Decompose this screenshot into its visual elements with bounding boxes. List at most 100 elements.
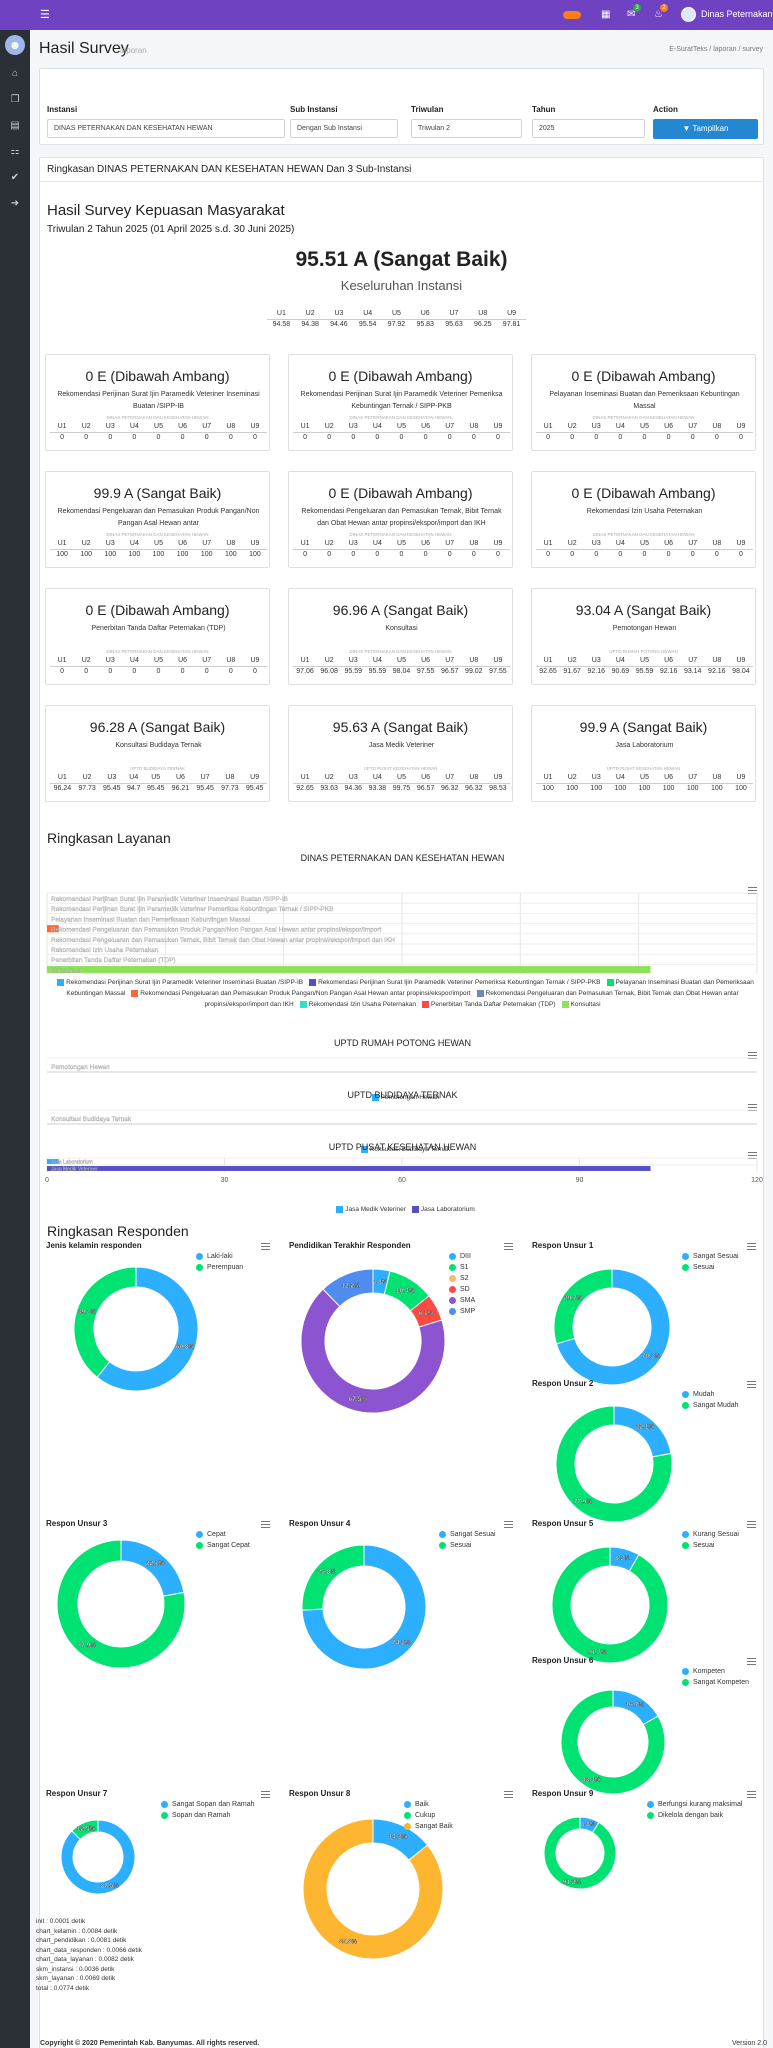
sitemap-icon[interactable]: ⚏ xyxy=(10,146,20,157)
legend-item[interactable]: Jasa Laboratorium xyxy=(406,1205,475,1213)
legend-item[interactable]: Sesuai xyxy=(682,1262,739,1273)
status-pill[interactable] xyxy=(563,11,581,19)
legend-item[interactable]: SMA xyxy=(449,1295,475,1306)
unsur-header-u7: U7 xyxy=(439,308,469,320)
check-icon[interactable]: ✔ xyxy=(10,172,20,183)
triwulan-select[interactable]: Triwulan 2 xyxy=(411,119,522,138)
chart-menu-icon[interactable] xyxy=(504,1243,513,1250)
legend-item[interactable]: Sangat Sesuai xyxy=(682,1251,739,1262)
chart-title: Respon Unsur 8 xyxy=(289,1789,351,1798)
unsur-header-u4: U4 xyxy=(365,421,390,433)
legend-item[interactable]: Konsultasi xyxy=(556,1000,601,1008)
service-box: 0 E (Dibawah Ambang) Pelayanan Inseminasi… xyxy=(531,354,756,451)
chart-menu-icon[interactable] xyxy=(504,1521,513,1528)
unsur-header-u3: U3 xyxy=(98,421,123,433)
unsur-value: 91.67 xyxy=(563,668,581,676)
legend-item[interactable]: Cukup xyxy=(404,1810,453,1821)
legend-item[interactable]: SD xyxy=(449,1284,475,1295)
logout-icon[interactable]: ➜ xyxy=(10,198,20,209)
instansi-select[interactable]: DINAS PETERNAKAN DAN KESEHATAN HEWAN xyxy=(47,119,285,138)
legend-item[interactable]: Sangat Mudah xyxy=(682,1400,739,1411)
timing-item: chart_kelamin : 0.0084 detik xyxy=(36,1927,142,1937)
legend-item[interactable]: Sopan dan Ramah xyxy=(161,1810,255,1821)
unsur-header-u9: U9 xyxy=(728,421,753,433)
legend-item[interactable]: Sangat Kompeten xyxy=(682,1677,749,1688)
home-icon[interactable]: ⌂ xyxy=(11,68,19,79)
unsur-value-row: 0 0 0 0 0 0 0 0 0 xyxy=(50,432,267,443)
chart-menu-icon[interactable] xyxy=(747,1658,756,1665)
legend-item[interactable]: Kurang Sesuai xyxy=(682,1529,739,1540)
legend-item[interactable]: Jasa Medik Veteriner xyxy=(330,1205,406,1213)
legend-item[interactable]: Laki-laki xyxy=(196,1251,243,1262)
unsur-header-u7: U7 xyxy=(680,655,705,667)
legend-item[interactable]: Sangat Sesuai xyxy=(439,1529,496,1540)
chart-title: Pendidikan Terakhir Responden xyxy=(289,1241,411,1250)
chart-menu-icon[interactable] xyxy=(747,1381,756,1388)
legend-item[interactable]: S2 xyxy=(449,1273,475,1284)
service-box: 93.04 A (Sangat Baik) Pemotongan Hewan UPT… xyxy=(531,588,756,685)
legend-item[interactable]: DIII xyxy=(449,1251,475,1262)
timing-item: total : 0.0774 detik xyxy=(36,1984,142,1994)
legend-item[interactable]: Sangat Cepat xyxy=(196,1540,250,1551)
user-avatar[interactable] xyxy=(681,7,696,22)
service-unsur-table: U1 U2 U3 U4 U5 U6 U7 U8 U9 0 0 0 0 0 0 0 0 0 xyxy=(50,421,267,443)
legend-item[interactable]: Sangat Baik xyxy=(404,1821,453,1832)
chart-menu-icon[interactable] xyxy=(747,1243,756,1250)
chart-menu-icon[interactable] xyxy=(747,1791,756,1798)
legend-item[interactable]: Kompeten xyxy=(682,1666,749,1677)
unsur-header-u7: U7 xyxy=(437,772,462,784)
legend-swatch xyxy=(682,1401,689,1409)
unsur-value: 97.81 xyxy=(502,321,521,329)
legend-item[interactable]: SMP xyxy=(449,1306,475,1317)
legend-item[interactable]: Sangat Sopan dan Ramah xyxy=(161,1799,255,1810)
legend-item[interactable]: Berfungsi kurang maksimal xyxy=(647,1799,742,1810)
chart-menu-icon[interactable] xyxy=(261,1791,270,1798)
tahun-input[interactable]: 2025 xyxy=(532,119,645,138)
legend-item[interactable]: Perempuan xyxy=(196,1262,243,1273)
legend-item[interactable]: Konsultasi Budidaya Ternak xyxy=(355,1145,450,1153)
legend-item[interactable]: Sesuai xyxy=(439,1540,496,1551)
legend-item[interactable]: Rekomendasi Izin Usaha Peternakan xyxy=(294,1000,416,1008)
legend-item[interactable]: Rekomendasi Perijinan Surat Ijin Paramed… xyxy=(51,978,303,986)
donut-svg: 14.2% 85.8% xyxy=(302,1818,444,1960)
service-instansi: DINAS PETERNAKAN DAN KESEHATAN HEWAN xyxy=(349,415,452,420)
chat-icon[interactable]: ▦ xyxy=(601,9,611,20)
pie-legend: DIII S1 S2 SD SMA SMP xyxy=(449,1251,475,1317)
overall-unsur-table: U1 U2 U3 U4 U5 U6 U7 U8 U9 94.58 94.38 94.46 95.54 97… xyxy=(267,308,526,330)
tampilkan-button[interactable]: ▼ Tampilkan xyxy=(653,119,758,139)
legend-item[interactable]: S1 xyxy=(449,1262,475,1273)
hamburger-menu-icon[interactable]: ☰ xyxy=(40,9,50,21)
legend-item[interactable]: Sesuai xyxy=(682,1540,739,1551)
category-label: Rekomendasi Perijinan Surat Ijin Paramed… xyxy=(51,906,333,913)
chart-menu-icon[interactable] xyxy=(261,1243,270,1250)
legend-item[interactable]: Rekomendasi Pengeluaran dan Pemasukan Te… xyxy=(204,989,739,1008)
legend-item[interactable]: Pemotongan Hewan xyxy=(366,1093,439,1101)
pie-legend: Sangat Sopan dan Ramah Sopan dan Ramah xyxy=(161,1799,255,1821)
legend-item[interactable]: Cepat xyxy=(196,1529,250,1540)
user-avatar-icon[interactable]: ☻ xyxy=(5,35,25,55)
legend-item[interactable]: Penerbitan Tanda Daftar Peternakan (TDP) xyxy=(416,1000,556,1008)
bell-icon[interactable]: ♨ xyxy=(654,9,663,20)
chart-title: Respon Unsur 4 xyxy=(289,1519,351,1528)
chart-menu-icon[interactable] xyxy=(504,1791,513,1798)
unsur-value: 0 xyxy=(714,434,719,442)
breadcrumb[interactable]: E-SuratTeks / laporan / survey xyxy=(669,46,763,53)
legend-item[interactable]: Rekomendasi Perijinan Surat Ijin Paramed… xyxy=(303,978,601,986)
legend-item[interactable]: Rekomendasi Pengeluaran dan Pemasukan Pr… xyxy=(125,989,471,997)
mail-icon[interactable]: ✉ xyxy=(627,9,636,20)
sub-instansi-select[interactable]: Dengan Sub Instansi xyxy=(290,119,398,138)
legend-item[interactable]: Dikelola dengan baik xyxy=(647,1810,742,1821)
unsur-header-u9: U9 xyxy=(242,538,267,550)
unsur-header-u7: U7 xyxy=(194,655,219,667)
service-score: 0 E (Dibawah Ambang) xyxy=(85,368,230,384)
copy-icon[interactable]: ❐ xyxy=(10,94,20,105)
legend-item[interactable]: Pelayanan Inseminasi Buatan dan Pemeriks… xyxy=(66,978,754,997)
legend-item[interactable]: Mudah xyxy=(682,1389,739,1400)
chart-menu-icon[interactable] xyxy=(261,1521,270,1528)
chart-menu-icon[interactable] xyxy=(747,1521,756,1528)
user-name[interactable]: Dinas Peternakan xyxy=(701,9,773,19)
book-icon[interactable]: ▤ xyxy=(10,120,20,131)
service-instansi: DINAS PETERNAKAN DAN KESEHATAN HEWAN xyxy=(349,649,452,654)
unsur-header-u5: U5 xyxy=(389,772,414,784)
legend-item[interactable]: Baik xyxy=(404,1799,453,1810)
